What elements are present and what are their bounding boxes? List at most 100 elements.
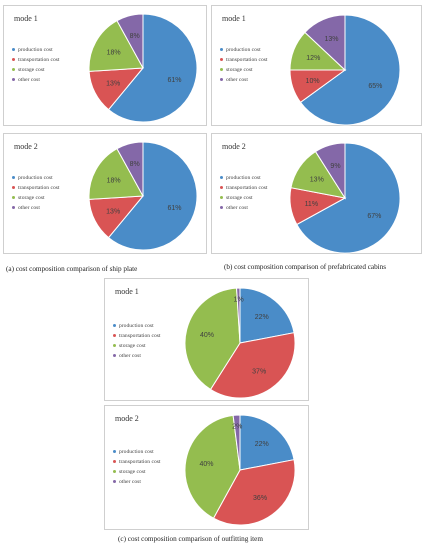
pie-data-label: 61%	[167, 77, 181, 84]
pie-chart: 22% 36% 40% 2%	[184, 414, 296, 526]
chart-a-mode2: mode 2 production cost transportation co…	[3, 133, 207, 254]
pie-data-label: 8%	[130, 161, 140, 168]
pie-slice-transportation	[212, 459, 296, 526]
pie-data-label: 10%	[306, 78, 320, 85]
legend-item-storage: storage cost	[220, 193, 267, 203]
legend-marker	[113, 460, 116, 464]
pie-data-label: 18%	[107, 49, 121, 56]
legend-marker	[220, 68, 223, 72]
pie-slice-other	[116, 13, 144, 69]
legend-marker	[113, 450, 116, 454]
legend-item-transportation: transportation cost	[220, 183, 267, 193]
legend-marker	[113, 324, 116, 328]
legend-marker	[220, 58, 223, 62]
chart-title: mode 2	[115, 414, 139, 423]
legend-label: production cost	[18, 47, 53, 53]
pie-data-label: 13%	[106, 81, 120, 88]
legend-label: production cost	[18, 175, 53, 181]
legend-label: production cost	[119, 323, 154, 329]
legend-label: transportation cost	[18, 185, 60, 191]
chart-title: mode 1	[222, 14, 246, 23]
legend-item-transportation: transportation cost	[12, 183, 59, 193]
pie-data-label: 40%	[200, 332, 214, 339]
legend-label: other cost	[119, 353, 141, 359]
legend-marker	[113, 480, 116, 484]
chart-title: mode 1	[14, 14, 38, 23]
pie-data-label: 36%	[253, 495, 267, 502]
chart-c-mode1: mode 1 production cost transportation co…	[104, 278, 309, 401]
legend-item-other: other cost	[113, 351, 160, 361]
legend-marker	[12, 48, 15, 52]
legend-item-storage: storage cost	[113, 467, 160, 477]
legend-item-production: production cost	[12, 173, 59, 183]
pie-slice-production	[296, 142, 401, 254]
pie-chart: 65% 10% 12% 13%	[289, 14, 401, 126]
legend-marker	[113, 344, 116, 348]
chart-b-mode2: mode 2 production cost transportation co…	[211, 133, 422, 254]
chart-a-mode1: mode 1 production cost transportation co…	[3, 5, 207, 126]
pie-data-label: 1%	[234, 297, 244, 304]
legend: production cost transportation cost stor…	[12, 45, 59, 85]
legend: production cost transportation cost stor…	[12, 173, 59, 213]
legend-item-storage: storage cost	[12, 65, 59, 75]
legend-label: production cost	[119, 449, 154, 455]
legend-label: transportation cost	[226, 185, 268, 191]
chart-c-mode2: mode 2 production cost transportation co…	[104, 405, 309, 530]
legend-label: other cost	[226, 205, 248, 211]
pie-slice-other	[236, 287, 241, 344]
legend-marker	[12, 176, 15, 180]
legend-item-storage: storage cost	[220, 65, 267, 75]
pie-data-label: 13%	[310, 176, 324, 183]
legend-marker	[12, 186, 15, 190]
pie-data-label: 37%	[252, 369, 266, 376]
legend-label: transportation cost	[119, 333, 161, 339]
legend-marker	[12, 78, 15, 82]
pie-slice-production	[107, 13, 198, 123]
legend-item-transportation: transportation cost	[113, 457, 160, 467]
legend-marker	[12, 68, 15, 72]
legend-label: other cost	[18, 77, 40, 83]
legend-label: other cost	[18, 205, 40, 211]
pie-slice-production	[239, 414, 295, 471]
pie-slice-production	[299, 14, 401, 126]
pie-data-label: 67%	[367, 213, 381, 220]
legend-item-production: production cost	[220, 173, 267, 183]
legend-item-other: other cost	[220, 75, 267, 85]
pie-data-label: 18%	[107, 177, 121, 184]
pie-data-label: 9%	[330, 163, 340, 170]
pie-data-label: 40%	[199, 461, 213, 468]
legend-item-other: other cost	[113, 477, 160, 487]
legend-item-other: other cost	[12, 203, 59, 213]
pie-slice-storage	[184, 287, 241, 391]
pie-slice-storage	[184, 414, 241, 519]
pie-chart: 61% 13% 18% 8%	[88, 141, 198, 251]
legend-item-transportation: transportation cost	[220, 55, 267, 65]
legend-item-transportation: transportation cost	[113, 331, 160, 341]
legend-item-other: other cost	[12, 75, 59, 85]
legend-marker	[12, 58, 15, 62]
legend-label: other cost	[119, 479, 141, 485]
legend-marker	[113, 354, 116, 358]
pie-slice-other	[116, 141, 144, 197]
pie-chart: 67% 11% 13% 9%	[289, 142, 401, 254]
legend-marker	[113, 334, 116, 338]
pie-slice-other	[304, 14, 346, 72]
legend-item-production: production cost	[113, 321, 160, 331]
legend-label: transportation cost	[18, 57, 60, 63]
legend-label: production cost	[226, 175, 261, 181]
legend-label: storage cost	[119, 469, 146, 475]
chart-title: mode 2	[14, 142, 38, 151]
pie-data-label: 61%	[167, 205, 181, 212]
legend-label: storage cost	[226, 195, 253, 201]
legend: production cost transportation cost stor…	[113, 321, 160, 361]
chart-title: mode 1	[115, 287, 139, 296]
legend: production cost transportation cost stor…	[220, 45, 267, 85]
chart-b-mode1: mode 1 production cost transportation co…	[211, 5, 422, 126]
chart-title: mode 2	[222, 142, 246, 151]
caption-a: (a) cost composition comparison of ship …	[6, 265, 138, 273]
legend: production cost transportation cost stor…	[220, 173, 267, 213]
legend-marker	[113, 470, 116, 474]
legend-marker	[220, 206, 223, 210]
pie-chart: 61% 13% 18% 8%	[88, 13, 198, 123]
pie-slice-other	[232, 414, 241, 471]
